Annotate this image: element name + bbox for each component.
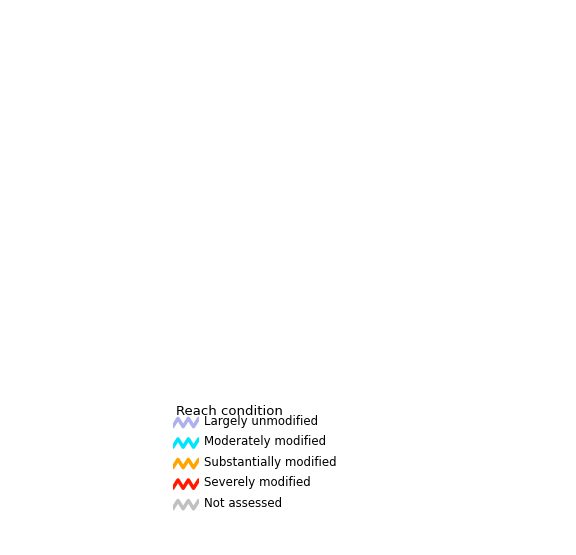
Text: Moderately modified: Moderately modified (204, 435, 327, 448)
Text: Reach condition: Reach condition (176, 405, 283, 418)
Text: Severely modified: Severely modified (204, 476, 311, 490)
Text: Largely unmodified: Largely unmodified (204, 415, 319, 428)
Text: Not assessed: Not assessed (204, 497, 283, 510)
Text: Substantially modified: Substantially modified (204, 456, 337, 469)
